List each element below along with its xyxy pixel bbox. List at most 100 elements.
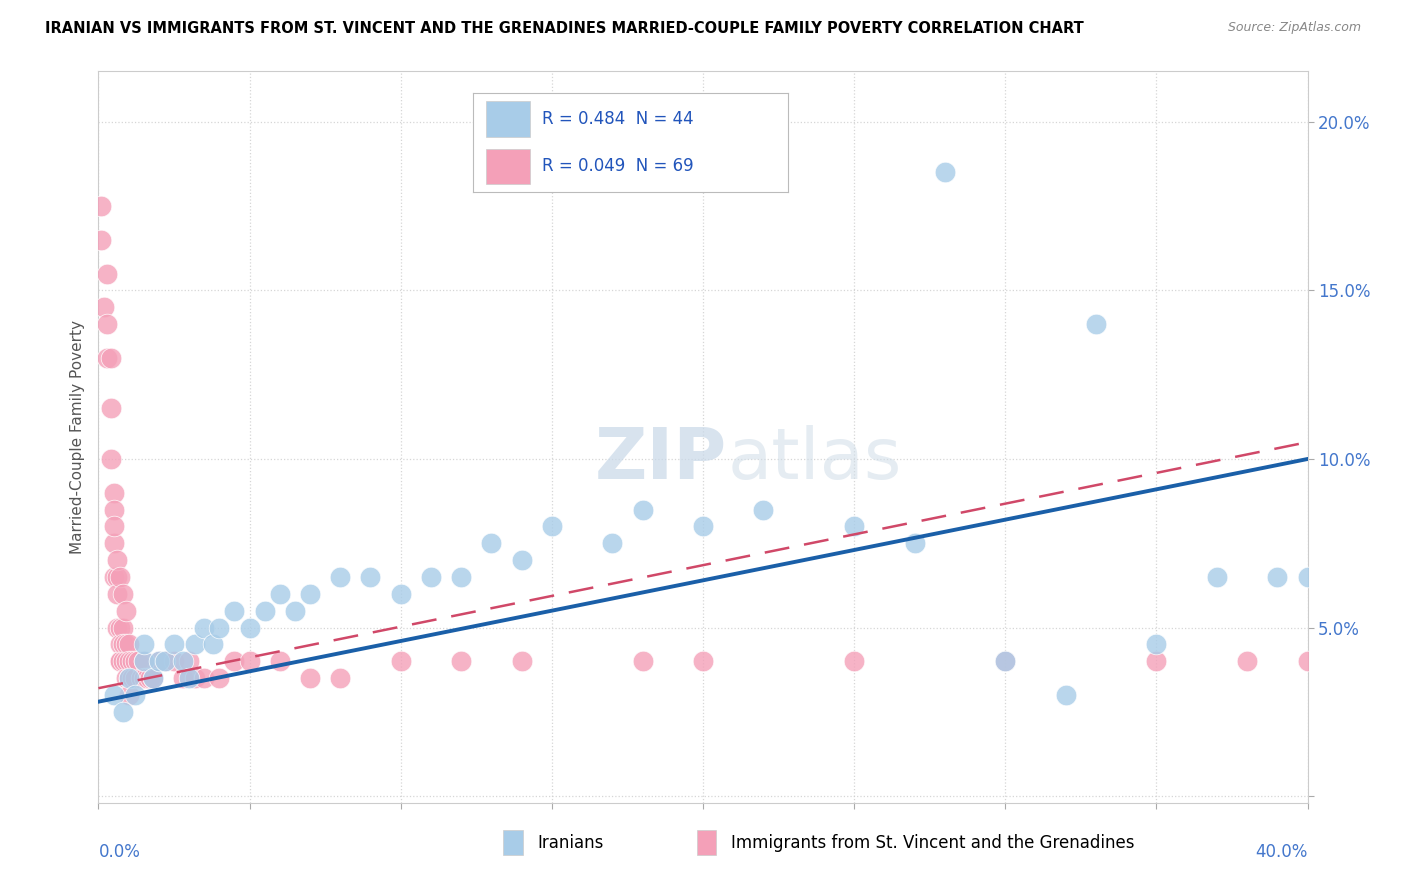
Point [111,654,134,668]
Point [253,604,276,618]
Point [208,671,231,685]
Point [96,267,118,281]
Point [100,401,122,416]
Point [153,654,176,668]
Point [111,587,134,601]
Text: Source: ZipAtlas.com: Source: ZipAtlas.com [1227,21,1361,34]
Text: Iranians: Iranians [537,834,603,852]
Y-axis label: Married-Couple Family Poverty: Married-Couple Family Poverty [69,320,84,554]
Point [118,688,141,702]
Point [153,654,176,668]
Point [1296,654,1319,668]
Point [118,671,141,685]
Point [329,671,352,685]
Point [631,654,654,668]
Point [93,301,115,315]
Point [208,621,231,635]
Point [224,604,246,618]
Point [239,654,262,668]
Point [103,485,125,500]
Point [450,654,472,668]
Point [90,233,112,247]
Point [269,654,291,668]
Text: atlas: atlas [727,425,901,493]
Point [90,199,112,213]
Point [108,570,131,584]
Point [481,536,503,550]
Point [114,604,136,618]
Point [994,654,1017,668]
Text: ZIP: ZIP [595,425,727,493]
Point [299,587,322,601]
Point [752,502,775,516]
Point [103,688,125,702]
Point [172,654,194,668]
Point [121,654,143,668]
Point [631,502,654,516]
Point [127,654,149,668]
Point [1144,637,1167,651]
Point [108,654,131,668]
Point [103,519,125,533]
Point [96,317,118,331]
Point [124,671,146,685]
Point [1054,688,1077,702]
Point [103,570,125,584]
Point [193,621,215,635]
Point [103,536,125,550]
Point [148,654,170,668]
Point [135,671,157,685]
Point [118,654,141,668]
Point [108,621,131,635]
Point [1296,570,1319,584]
Point [132,637,155,651]
Point [118,637,141,651]
Point [129,671,152,685]
Point [184,637,207,651]
Point [163,637,186,651]
Point [111,637,134,651]
Point [139,671,162,685]
Point [111,621,134,635]
Point [105,587,128,601]
Text: IRANIAN VS IMMIGRANTS FROM ST. VINCENT AND THE GRENADINES MARRIED-COUPLE FAMILY : IRANIAN VS IMMIGRANTS FROM ST. VINCENT A… [45,21,1084,36]
Point [1144,654,1167,668]
Point [450,570,472,584]
Point [114,654,136,668]
Point [142,671,165,685]
FancyBboxPatch shape [503,830,523,855]
Point [1236,654,1258,668]
Point [124,688,146,702]
Point [108,637,131,651]
Text: Immigrants from St. Vincent and the Grenadines: Immigrants from St. Vincent and the Gren… [731,834,1135,852]
Point [1085,317,1108,331]
Point [184,671,207,685]
Point [299,671,322,685]
Point [284,604,307,618]
Point [103,502,125,516]
Point [108,654,131,668]
Point [148,654,170,668]
Point [172,671,194,685]
Point [132,654,155,668]
Point [602,536,624,550]
Point [132,671,155,685]
Point [540,519,562,533]
Point [904,536,927,550]
Point [224,654,246,668]
Point [994,654,1017,668]
Point [239,621,262,635]
Point [269,587,291,601]
FancyBboxPatch shape [697,830,716,855]
Point [105,553,128,567]
Point [100,452,122,467]
Point [1267,570,1289,584]
Point [202,637,225,651]
Point [100,351,122,365]
Point [510,654,533,668]
Point [142,671,165,685]
Text: 0.0%: 0.0% [98,843,141,861]
Point [692,654,714,668]
Point [118,671,141,685]
Point [111,705,134,719]
